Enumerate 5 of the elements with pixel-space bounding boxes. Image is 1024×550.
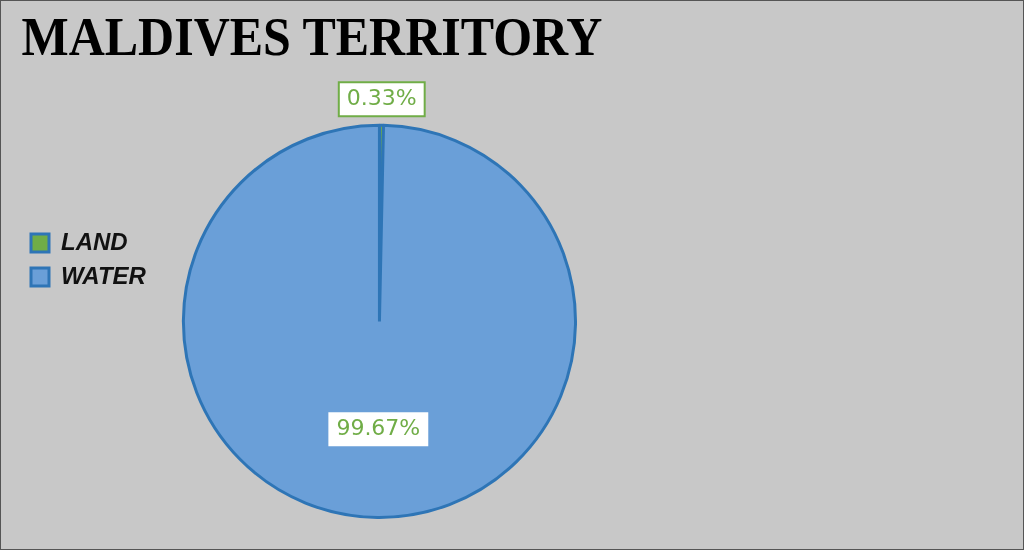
legend-label: LAND [61,227,128,255]
legend-label: WATER [61,261,147,289]
chart-title: MALDIVES TERRITORY [21,7,603,67]
data-label: 99.67% [336,414,421,440]
data-label: 0.33% [346,85,417,111]
